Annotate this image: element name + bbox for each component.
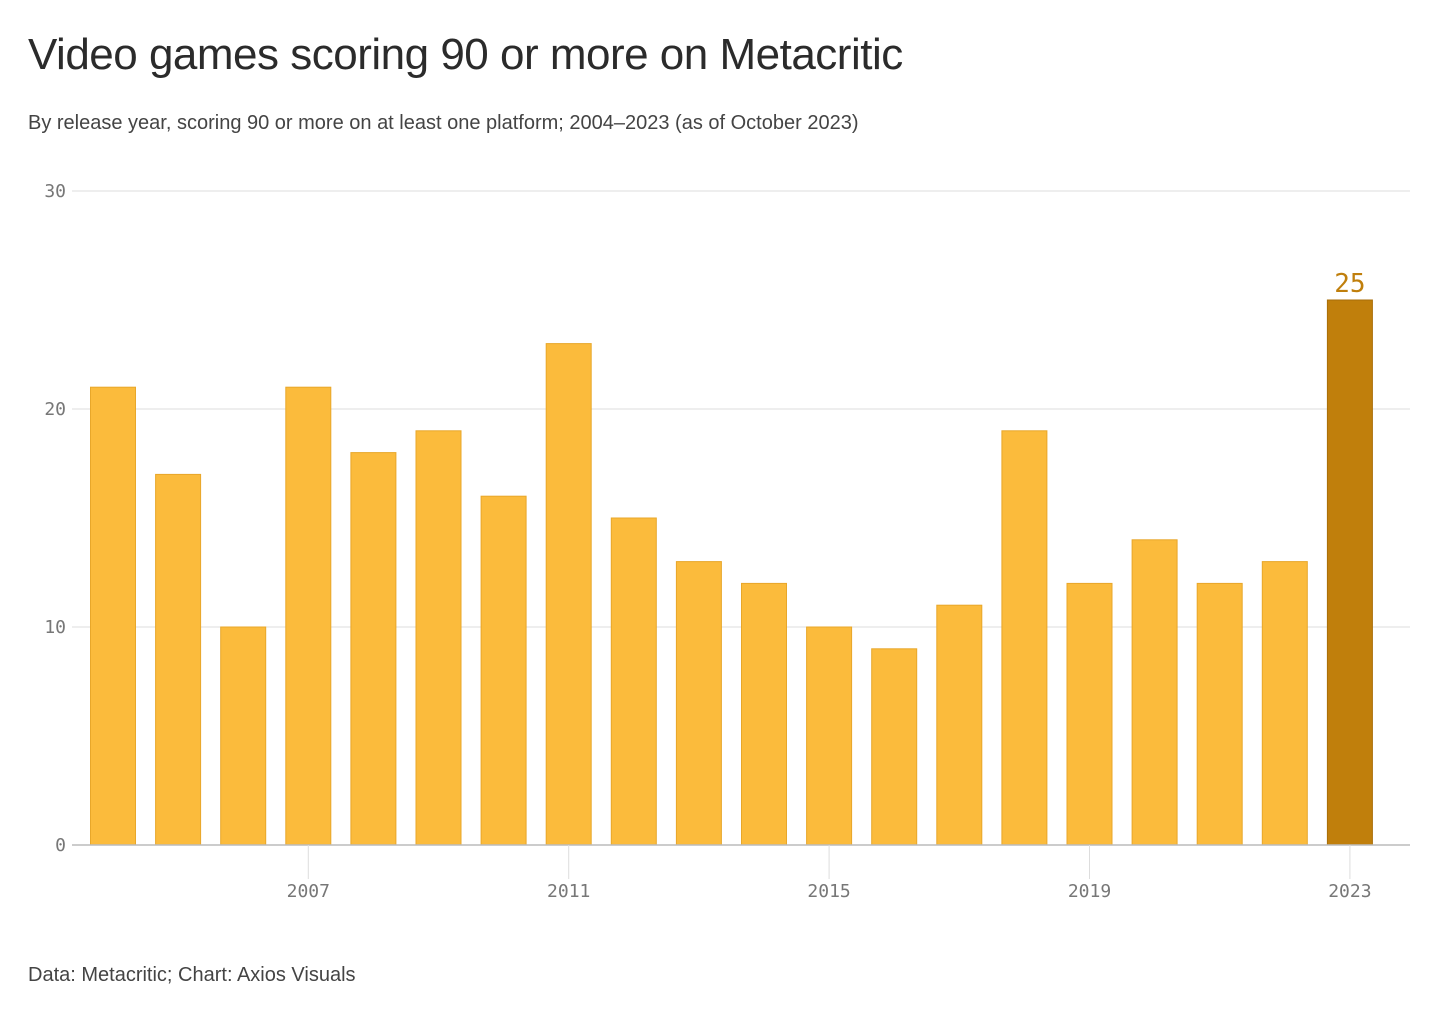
bar-2017 xyxy=(936,604,983,846)
bar-2015 xyxy=(806,626,853,846)
bar-2023 xyxy=(1326,299,1373,846)
bar-2009 xyxy=(415,430,462,846)
x-tick-label-2019: 2019 xyxy=(1068,881,1111,902)
bar-2014 xyxy=(741,582,787,846)
x-tick-label-2023: 2023 xyxy=(1328,881,1371,902)
y-tick-label-20: 20 xyxy=(44,399,66,420)
data-labels: 25 xyxy=(1334,269,1365,299)
bar-2005 xyxy=(155,473,202,846)
bar-2012 xyxy=(610,517,657,846)
gridlines xyxy=(72,190,1410,628)
bar-2013 xyxy=(675,561,722,846)
bar-2007 xyxy=(285,386,332,846)
bar-2008 xyxy=(350,452,397,846)
x-tick-label-2015: 2015 xyxy=(807,881,850,902)
y-tick-label-0: 0 xyxy=(55,835,66,856)
bar-2022 xyxy=(1261,561,1308,846)
bar-2016 xyxy=(871,648,918,846)
bar-2010 xyxy=(480,495,527,846)
y-axis-ticks: 0 10 20 30 xyxy=(44,181,66,856)
x-tick-label-2007: 2007 xyxy=(287,881,330,902)
bar-2019 xyxy=(1066,582,1113,846)
chart-source: Data: Metacritic; Chart: Axios Visuals xyxy=(28,964,356,986)
chart-title: Video games scoring 90 or more on Metacr… xyxy=(28,30,903,79)
x-tick-label-2011: 2011 xyxy=(547,881,590,902)
bars xyxy=(90,299,1373,846)
bar-2021 xyxy=(1196,582,1243,846)
x-axis-ticks: 2007 2011 2015 2019 2023 xyxy=(287,845,1372,902)
bar-2004 xyxy=(90,386,136,846)
bar-2020 xyxy=(1131,539,1178,846)
bar-2006 xyxy=(220,626,267,846)
y-tick-label-10: 10 xyxy=(44,617,66,638)
bar-2011 xyxy=(545,343,592,846)
bar-2018 xyxy=(1001,430,1048,846)
chart-subtitle: By release year, scoring 90 or more on a… xyxy=(28,112,859,134)
y-tick-label-30: 30 xyxy=(44,181,66,202)
data-label-2023: 25 xyxy=(1334,269,1365,299)
